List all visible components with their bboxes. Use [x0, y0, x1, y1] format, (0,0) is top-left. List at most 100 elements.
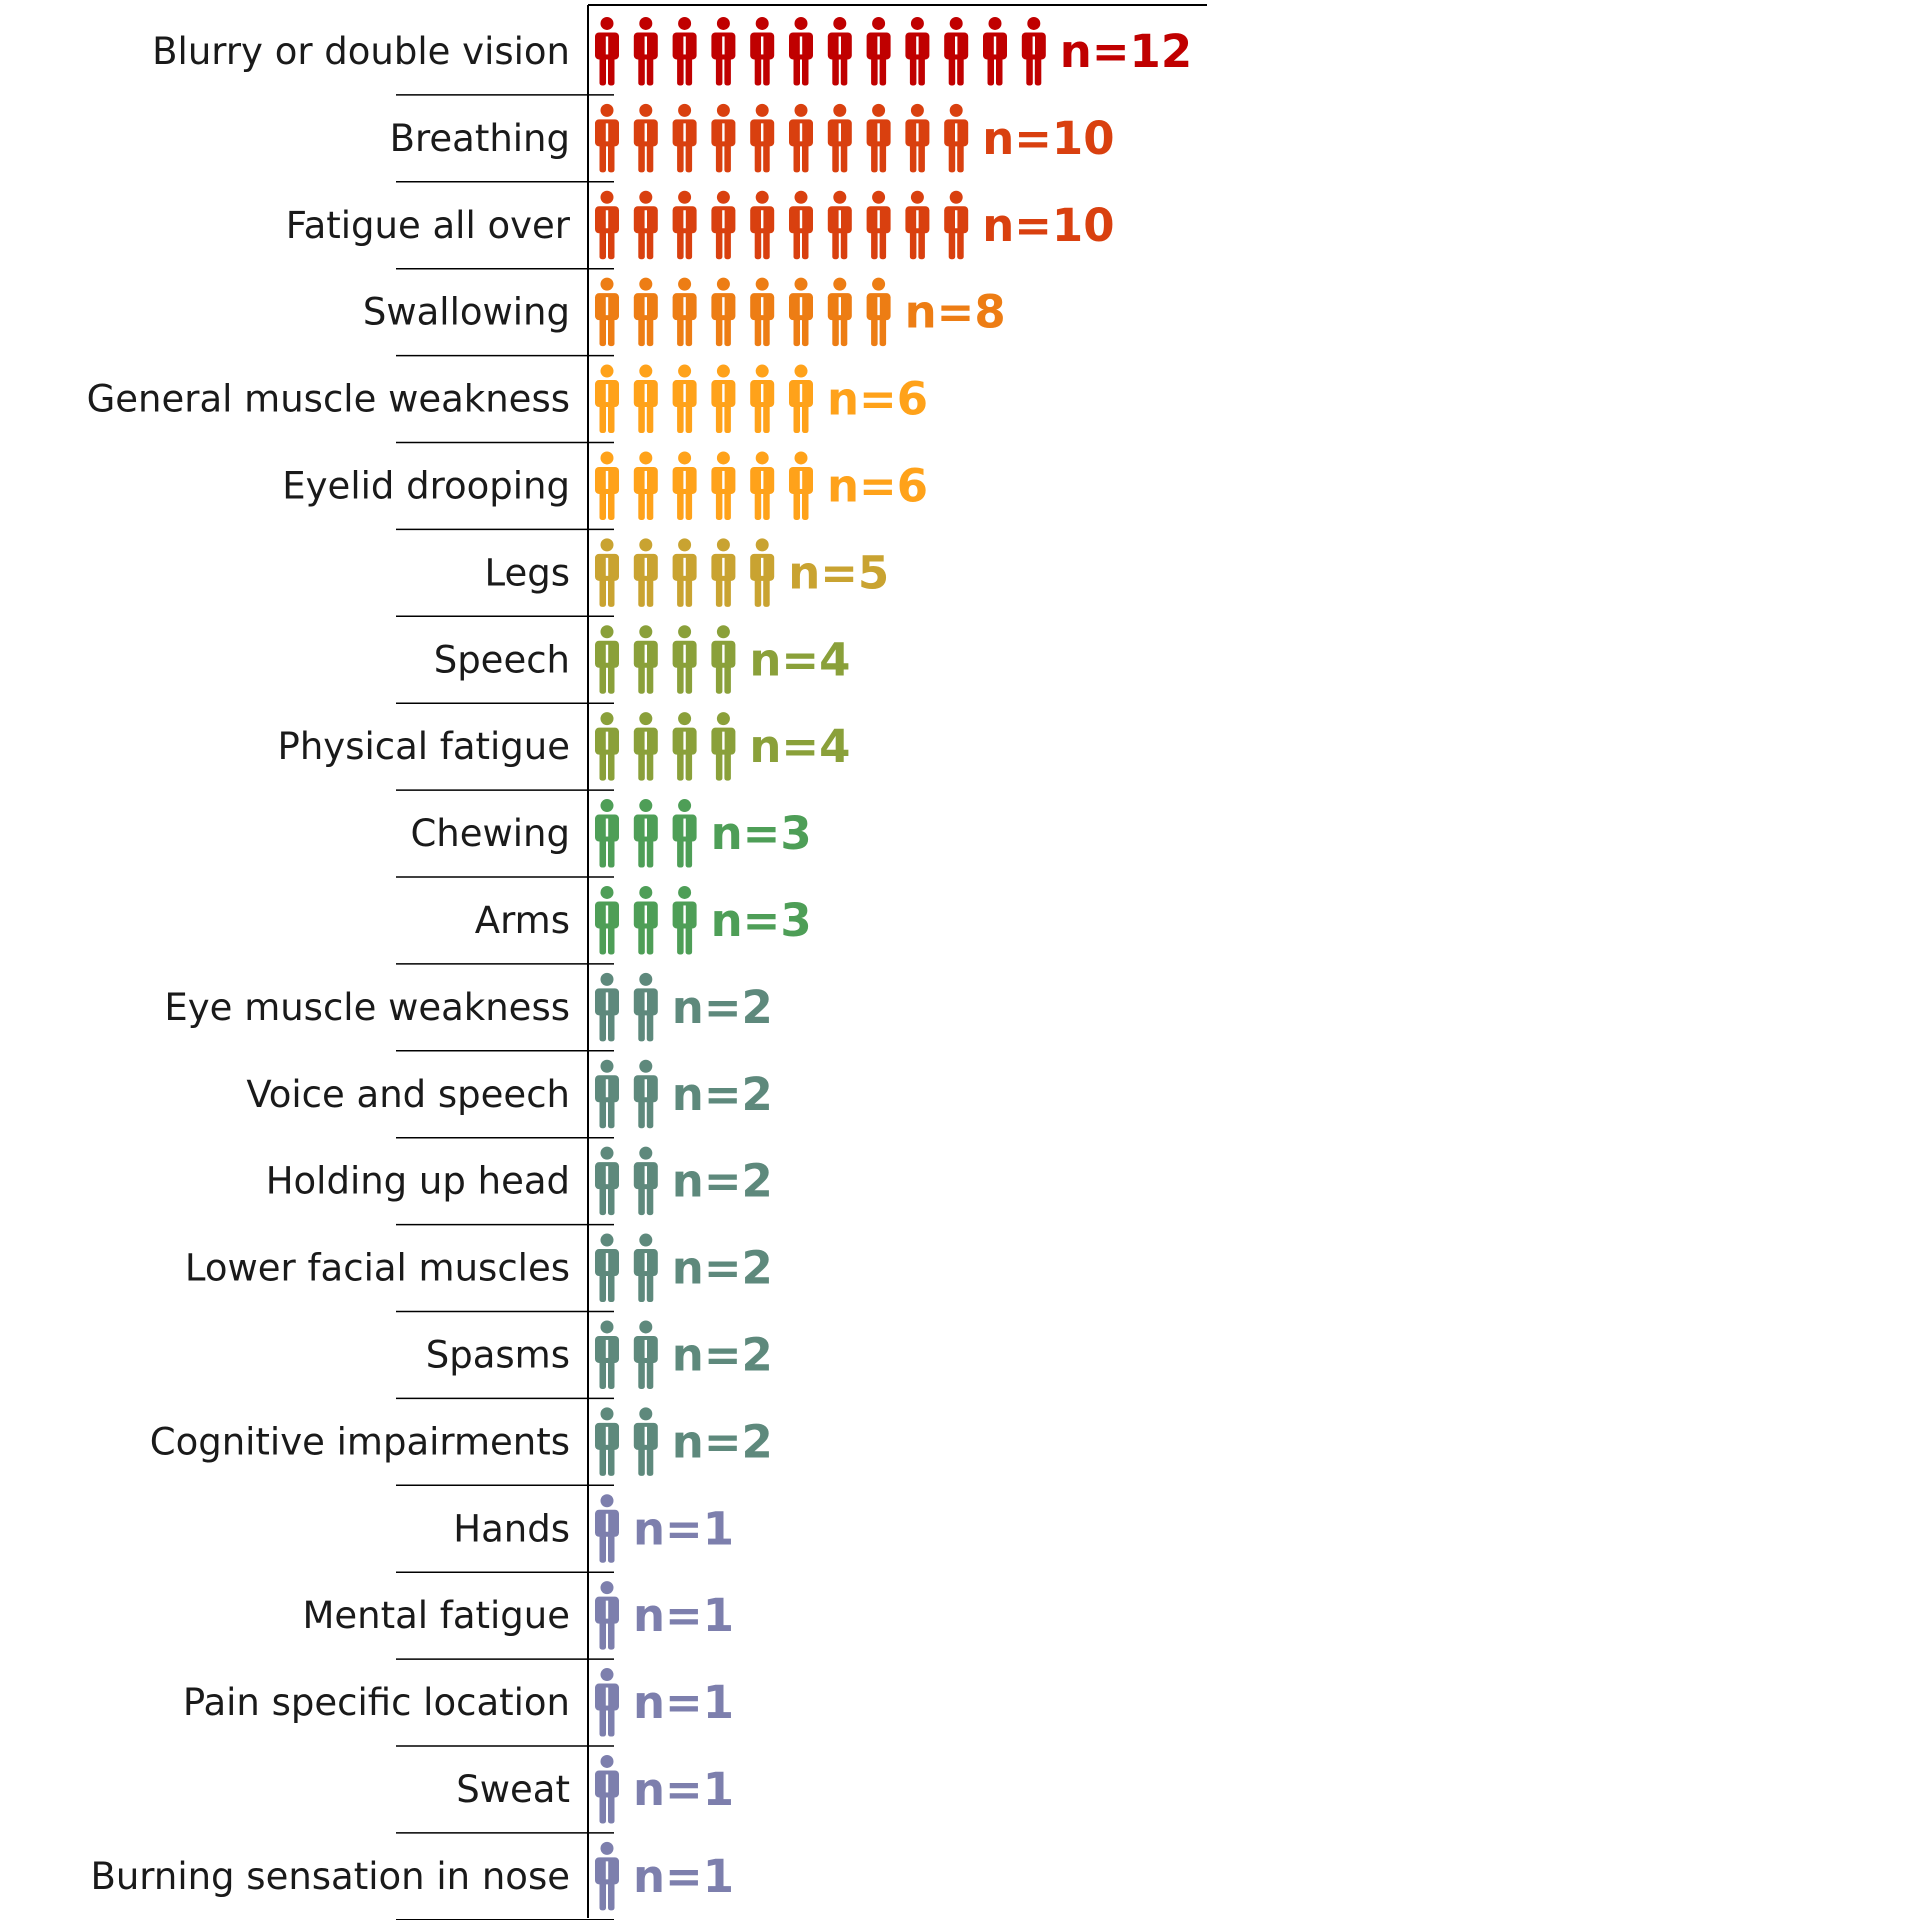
person-icon [633, 1059, 658, 1129]
person-icon [595, 190, 619, 260]
person-icon [789, 277, 813, 347]
person-icon [633, 451, 658, 520]
person-icon [905, 103, 930, 173]
category-label: Pain specific location [183, 1681, 570, 1724]
person-icon [633, 190, 658, 260]
person-icon [633, 1320, 658, 1389]
count-label: n=2 [672, 1242, 773, 1295]
person-icon [672, 451, 697, 520]
person-icon [711, 190, 736, 260]
person-icon [711, 277, 736, 347]
chart-row: Eyelid drooping n=6 [282, 441, 928, 520]
person-icon [672, 799, 697, 868]
chart-row: Voice and speech n=2 [246, 1050, 773, 1129]
person-icon [905, 190, 930, 260]
person-icon [711, 16, 736, 86]
chart-row: Eye muscle weakness n=2 [164, 963, 773, 1042]
person-icon [750, 190, 775, 260]
person-icon [595, 1059, 619, 1129]
chart-row: Physical fatigue n=4 [278, 702, 850, 781]
person-icon [789, 364, 813, 434]
category-label: Hands [453, 1507, 570, 1550]
person-icon [711, 712, 736, 781]
person-icon [595, 1581, 619, 1650]
category-label: Eye muscle weakness [164, 986, 570, 1029]
category-label: Speech [434, 638, 570, 681]
person-icon [633, 103, 658, 173]
person-icon [633, 1233, 658, 1303]
chart-row: Legs n=5 [396, 528, 889, 607]
count-label: n=12 [1060, 25, 1192, 78]
person-icon [633, 1407, 658, 1476]
chart-row: Chewing n=3 [396, 789, 812, 868]
person-icon [595, 885, 619, 955]
person-icon [866, 103, 891, 173]
category-label: Chewing [410, 812, 570, 855]
person-icon [827, 16, 852, 86]
person-icon [633, 364, 658, 434]
person-icon [672, 190, 697, 260]
person-icon [711, 103, 736, 173]
person-icon [633, 625, 658, 694]
count-label: n=10 [982, 112, 1114, 165]
chart-row: Pain specific location n=1 [183, 1658, 734, 1737]
person-icon [633, 712, 658, 781]
person-icon [866, 277, 891, 347]
person-icon [672, 16, 697, 86]
category-label: Swallowing [363, 291, 570, 334]
person-icon [633, 16, 658, 86]
count-label: n=6 [827, 459, 928, 512]
person-icon [595, 1407, 619, 1476]
person-icon [750, 451, 775, 520]
person-icon [633, 972, 658, 1042]
chart-row: Breathing n=10 [390, 94, 1115, 173]
category-label: Arms [475, 899, 570, 942]
person-icon [595, 712, 619, 781]
person-icon [672, 625, 697, 694]
count-label: n=1 [633, 1589, 734, 1642]
count-label: n=1 [633, 1763, 734, 1816]
person-icon [595, 972, 619, 1042]
count-label: n=4 [749, 720, 850, 773]
category-label: Holding up head [266, 1160, 570, 1203]
count-label: n=4 [749, 633, 850, 686]
person-icon [595, 277, 619, 347]
person-icon [633, 885, 658, 955]
category-label: General muscle weakness [87, 378, 570, 421]
person-icon [672, 103, 697, 173]
count-label: n=2 [672, 1415, 773, 1468]
category-label: Breathing [390, 117, 570, 160]
category-label: Spasms [426, 1333, 570, 1376]
person-icon [595, 1668, 619, 1737]
category-label: Fatigue all over [286, 204, 571, 247]
person-icon [866, 190, 891, 260]
person-icon [595, 538, 619, 607]
person-icon [789, 190, 813, 260]
category-label: Lower facial muscles [185, 1247, 570, 1290]
count-label: n=10 [982, 199, 1114, 252]
count-label: n=2 [672, 1155, 773, 1208]
count-label: n=1 [633, 1850, 734, 1903]
chart-row: Swallowing n=8 [363, 267, 1006, 347]
person-icon [595, 16, 619, 86]
person-icon [711, 451, 736, 520]
person-icon [672, 712, 697, 781]
person-icon [750, 538, 775, 607]
person-icon [595, 625, 619, 694]
chart-row: Lower facial muscles n=2 [185, 1223, 773, 1303]
category-label: Blurry or double vision [152, 30, 570, 73]
count-label: n=8 [905, 286, 1006, 339]
person-icon [595, 1233, 619, 1303]
person-icon [1021, 16, 1046, 86]
chart-row: Hands n=1 [396, 1484, 734, 1563]
person-icon [711, 625, 736, 694]
person-icon [672, 364, 697, 434]
category-label: Physical fatigue [278, 725, 570, 768]
person-icon [595, 1841, 619, 1911]
person-icon [711, 538, 736, 607]
person-icon [789, 16, 813, 86]
person-icon [595, 1754, 619, 1824]
category-label: Burning sensation in nose [90, 1855, 570, 1898]
person-icon [633, 538, 658, 607]
